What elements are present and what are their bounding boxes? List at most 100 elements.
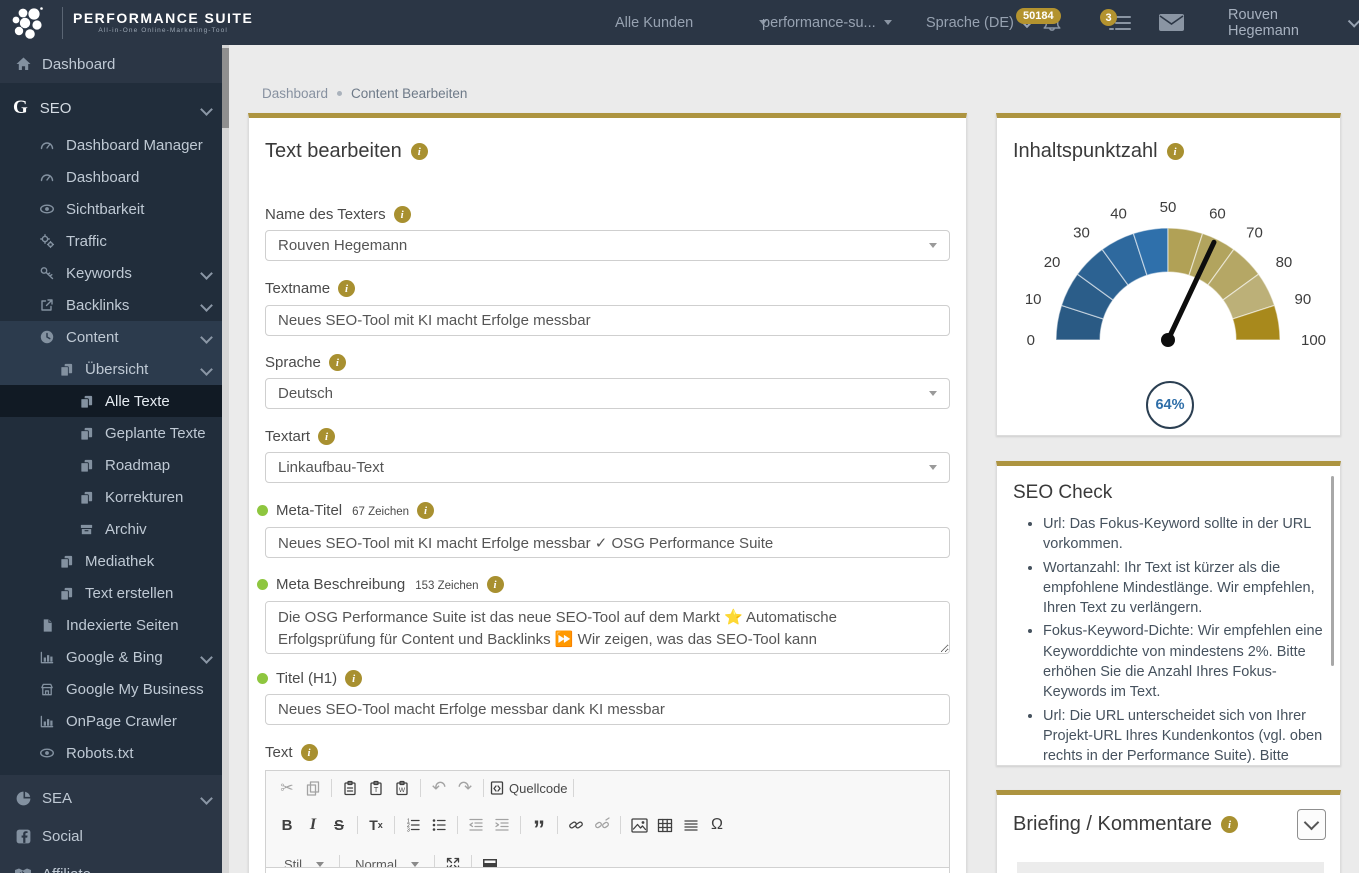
- indent-icon[interactable]: [489, 812, 515, 838]
- info-icon[interactable]: i: [1220, 816, 1238, 833]
- sidebar-item-content[interactable]: Content: [0, 321, 229, 353]
- sidebar-item-backlinks[interactable]: Backlinks: [0, 289, 229, 321]
- customer-dropdown[interactable]: Alle Kunden: [615, 0, 768, 45]
- sidebar-item-dashboard-manager[interactable]: Dashboard Manager: [0, 129, 229, 161]
- bulleted-list-icon[interactable]: [426, 812, 452, 838]
- sidebar-item-traffic[interactable]: Traffic: [0, 225, 229, 257]
- chevron-down-icon: [200, 792, 213, 805]
- info-icon[interactable]: i: [338, 280, 356, 297]
- redo-icon[interactable]: ↷: [457, 778, 473, 797]
- horizontal-rule-icon[interactable]: [678, 812, 704, 838]
- sidebar-scrollbar-thumb[interactable]: [222, 48, 229, 128]
- briefing-title: Briefing / Kommentare: [1013, 813, 1212, 835]
- seo-check-item: Url: Die URL unterscheidet sich von Ihre…: [1043, 706, 1324, 765]
- svg-text:60: 60: [1209, 206, 1226, 223]
- copy-icon: [77, 490, 95, 505]
- sidebar-item-sichtbarkeit[interactable]: Sichtbarkeit: [0, 193, 229, 225]
- sidebar-item-archiv[interactable]: Archiv: [0, 513, 229, 545]
- user-menu[interactable]: Rouven Hegemann: [1228, 0, 1359, 45]
- info-icon[interactable]: i: [318, 428, 336, 445]
- copy-icon: [57, 362, 75, 377]
- text-edit-card: Text bearbeiten i Name des Texters i Rou…: [248, 113, 967, 873]
- sidebar-item-affiliate[interactable]: Affiliate: [0, 855, 229, 873]
- sidebar-item-seo[interactable]: G SEO: [0, 87, 229, 129]
- eye-icon: [38, 201, 56, 217]
- info-icon[interactable]: i: [417, 502, 435, 519]
- blockquote-icon[interactable]: ”: [533, 816, 545, 843]
- source-code-label[interactable]: Quellcode: [509, 780, 568, 796]
- briefing-content-box[interactable]: [1017, 862, 1324, 873]
- sidebar-item-keywords[interactable]: Keywords: [0, 257, 229, 289]
- svg-text:30: 30: [1073, 224, 1090, 241]
- unlink-icon[interactable]: [589, 812, 615, 838]
- paste-icon[interactable]: [337, 775, 363, 801]
- info-icon[interactable]: i: [328, 354, 346, 371]
- copy-icon: [57, 554, 75, 569]
- sidebar-item-korrekturen[interactable]: Korrekturen: [0, 481, 229, 513]
- sidebar-item-google-my-business[interactable]: Google My Business: [0, 673, 229, 705]
- info-icon[interactable]: i: [1166, 143, 1184, 160]
- table-icon[interactable]: [652, 812, 678, 838]
- cut-icon[interactable]: ✂: [280, 780, 294, 797]
- strikethrough-icon[interactable]: S: [333, 816, 344, 834]
- info-icon[interactable]: i: [345, 670, 363, 687]
- undo-icon[interactable]: ↶: [431, 778, 447, 797]
- bold-icon[interactable]: B: [281, 816, 293, 834]
- breadcrumb-home[interactable]: Dashboard: [262, 86, 329, 101]
- language-select[interactable]: Deutsch: [265, 378, 950, 409]
- sidebar-item-google-bing[interactable]: Google & Bing: [0, 641, 229, 673]
- sidebar-item-mediathek[interactable]: Mediathek: [0, 545, 229, 577]
- h1-input[interactable]: [265, 694, 950, 725]
- editor-content-area[interactable]: [266, 867, 949, 873]
- paste-from-word-icon[interactable]: W: [389, 775, 415, 801]
- sidebar-item-robots-txt[interactable]: Robots.txt: [0, 737, 229, 769]
- sidebar-item-alle-texte[interactable]: Alle Texte: [0, 385, 229, 417]
- language-dropdown[interactable]: Sprache (DE): [926, 0, 1034, 45]
- sidebar-item-onpage-crawler[interactable]: OnPage Crawler: [0, 705, 229, 737]
- sidebar-item-indexierte-seiten[interactable]: Indexierte Seiten: [0, 609, 229, 641]
- show-blocks-icon[interactable]: [477, 851, 503, 873]
- seo-check-scrollbar-thumb[interactable]: [1331, 476, 1334, 666]
- svg-text:0: 0: [1027, 332, 1035, 349]
- special-char-icon[interactable]: Ω: [711, 816, 723, 833]
- editor-toolbar-row-1: ✂ T W ↶ ↷: [266, 771, 949, 805]
- texttype-select[interactable]: Linkaufbau-Text: [265, 452, 950, 483]
- textname-input[interactable]: [265, 305, 950, 336]
- sidebar-item-dashboard-2[interactable]: Dashboard: [0, 161, 229, 193]
- info-icon[interactable]: i: [486, 576, 504, 593]
- info-icon[interactable]: i: [300, 744, 318, 761]
- info-icon[interactable]: i: [410, 143, 428, 160]
- brand-logo[interactable]: PERFORMANCE SUITE All-in-One Online-Mark…: [10, 2, 253, 43]
- link-icon[interactable]: [563, 812, 589, 838]
- project-dropdown-label: performance-su...: [762, 14, 876, 31]
- paste-as-text-icon[interactable]: T: [363, 775, 389, 801]
- sidebar-item-dashboard[interactable]: Dashboard: [0, 45, 229, 83]
- italic-icon[interactable]: I: [309, 816, 317, 833]
- author-select[interactable]: Rouven Hegemann: [265, 230, 950, 261]
- outdent-icon[interactable]: [463, 812, 489, 838]
- sidebar-item-uebersicht[interactable]: Übersicht: [0, 353, 229, 385]
- info-icon[interactable]: i: [393, 206, 411, 223]
- sidebar-item-roadmap[interactable]: Roadmap: [0, 449, 229, 481]
- source-code-icon[interactable]: [489, 775, 505, 801]
- page-title: Text bearbeiten: [265, 140, 402, 162]
- messages-button[interactable]: [1158, 0, 1185, 45]
- svg-text:70: 70: [1246, 224, 1263, 241]
- sidebar-item-sea[interactable]: SEA: [0, 779, 229, 817]
- sidebar-item-text-erstellen[interactable]: Text erstellen: [0, 577, 229, 609]
- sidebar-navigation: Dashboard G SEO Dashboard Manager Dashbo…: [0, 45, 229, 873]
- copy-icon[interactable]: [300, 775, 326, 801]
- collapse-button[interactable]: [1297, 809, 1326, 840]
- meta-title-input[interactable]: [265, 527, 950, 558]
- image-icon[interactable]: [626, 812, 652, 838]
- sidebar-item-social[interactable]: Social: [0, 817, 229, 855]
- sidebar-scrollbar[interactable]: [222, 45, 229, 873]
- meta-description-textarea[interactable]: Die OSG Performance Suite ist das neue S…: [265, 601, 950, 654]
- sidebar-item-geplante-texte[interactable]: Geplante Texte: [0, 417, 229, 449]
- project-dropdown[interactable]: performance-su...: [762, 0, 892, 45]
- copy-icon: [77, 426, 95, 441]
- language-dropdown-label: Sprache (DE): [926, 14, 1014, 31]
